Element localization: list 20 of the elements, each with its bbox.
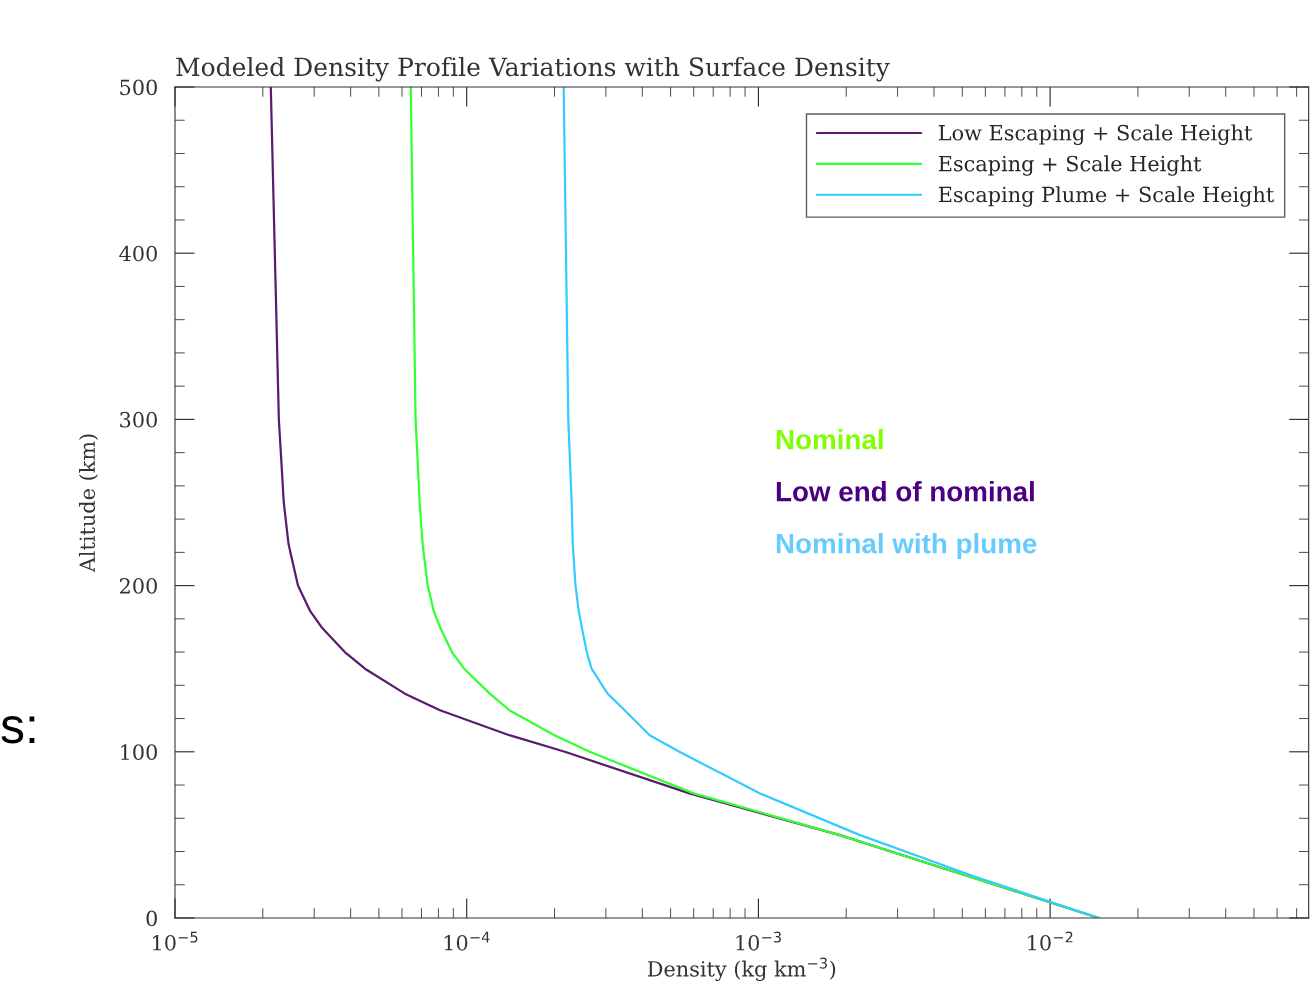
x-tick-label: 10$^{−3}$ bbox=[736, 931, 781, 951]
y-tick-label: 0 bbox=[146, 910, 157, 927]
annotation: Low end of nominal bbox=[776, 481, 1034, 502]
text: Escaping + Scale Height bbox=[938, 155, 1202, 176]
x-tick-label: 10$^{−2}$ bbox=[1028, 931, 1073, 951]
text: Escaping Plume + Scale Height bbox=[938, 186, 1275, 207]
x-tick-label: 10$^{−5}$ bbox=[153, 931, 198, 951]
y-tick-label: 100 bbox=[121, 744, 157, 761]
text: Low Escaping + Scale Height bbox=[938, 124, 1253, 145]
x-tick-label: 10$^{−4}$ bbox=[444, 931, 490, 951]
text: s: bbox=[1, 716, 35, 744]
annotation: Nominal with plume bbox=[776, 533, 1037, 559]
y-tick-label: 400 bbox=[119, 245, 157, 262]
y-tick-label: 500 bbox=[120, 79, 157, 96]
x-axis-title: Density (kg km$^{−3}$) bbox=[647, 957, 836, 982]
y-axis-title: Altitude (km) bbox=[78, 434, 99, 573]
y-tick-label: 300 bbox=[120, 411, 157, 428]
annotation: Nominal bbox=[776, 429, 883, 450]
chart-title: Modeled Density Profile Variations with Surface Density bbox=[176, 56, 890, 82]
y-tick-label: 200 bbox=[119, 578, 157, 594]
